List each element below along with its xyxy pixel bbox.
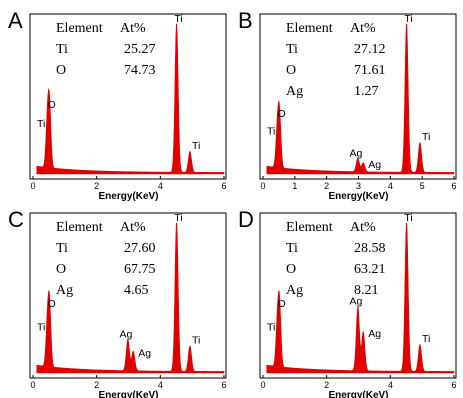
x-tick-label: 4 [158,380,163,390]
peak-label: Ag [349,296,362,308]
table-cell-element: O [286,262,296,277]
table-header-at-percent: At% [120,220,146,235]
peak-label: Ag [349,148,362,160]
x-axis-label: Energy(KeV) [98,191,158,202]
table-cell-element: O [56,262,66,277]
peak-label: Ti [404,13,412,25]
x-tick-label: 0 [260,181,265,191]
peak-label: Ag [138,348,151,360]
table-cell-element: O [286,63,296,78]
x-tick-label: 4 [158,181,163,191]
peak-label: Ti [192,335,200,347]
table-cell-element: Ag [286,84,303,99]
table-cell-value: 8.21 [354,283,379,298]
table-cell-value: 67.75 [124,262,156,277]
eds-panel-b: Ti O Ag Ag Ti Ti 0 1 2 3 4 5 6 Energy(KeV) B Element At%… [230,0,458,202]
table-header-at-percent: At% [350,21,376,36]
x-tick-label: 6 [221,380,226,390]
x-axis-label: Energy(KeV) [328,390,388,398]
table-cell-element: Ti [286,42,298,57]
table-header-element: Element [56,21,103,36]
x-tick-label: 4 [388,181,393,191]
table-cell-value: 1.27 [354,84,379,99]
panel-letter: D [238,207,254,232]
x-axis-label: Energy(KeV) [328,191,388,202]
x-tick-label: 2 [94,380,99,390]
x-tick-label: 0 [30,380,35,390]
peak-label: Ti [192,140,200,152]
x-tick-label: 3 [356,181,361,191]
table-header-at-percent: At% [120,21,146,36]
x-tick-label: 0 [30,181,35,191]
peak-label: Ti [37,322,45,334]
peak-label: Ti [174,212,182,224]
plot-frame [29,212,227,379]
peak-label: O [47,99,55,111]
table-header-element: Element [56,220,103,235]
x-tick-label: 4 [388,380,393,390]
eds-panel-a: Ti O Ti Ti 0 2 4 6 Energy(KeV) A Element At% Ti 25.27… [0,0,228,202]
peak-label: O [277,108,285,120]
table-cell-element: O [56,63,66,78]
plot-frame [259,212,457,379]
peak-label: Ag [119,329,132,341]
table-cell-value: 28.58 [354,241,386,256]
x-tick-label: 0 [260,380,265,390]
x-tick-label: 6 [221,181,226,191]
peak-label: Ti [267,322,275,334]
x-tick-label: 6 [451,181,456,191]
spectrum-area [36,23,225,175]
table-cell-element: Ti [56,241,68,256]
eds-panel-d: Ti O Ag Ag Ti Ti 0 2 4 6 Energy(KeV) D Element At% Ti 2… [230,199,458,398]
peak-label: Ag [368,328,381,340]
table-cell-value: 71.61 [354,63,386,78]
table-cell-element: Ti [286,241,298,256]
panel-letter: B [238,8,253,33]
spectrum-area [266,222,455,374]
panel-letter: A [8,8,23,33]
peak-label: Ti [422,131,430,143]
spectrum-area [266,23,455,175]
x-tick-label: 1 [292,181,297,191]
x-tick-label: 6 [451,380,456,390]
x-tick-label: 2 [324,380,329,390]
table-cell-value: 4.65 [124,283,149,298]
table-header-at-percent: At% [350,220,376,235]
table-cell-value: 74.73 [124,63,156,78]
peak-label: O [47,298,55,310]
peak-label: Ti [267,126,275,138]
table-cell-value: 27.12 [354,42,386,57]
peak-label: Ti [37,118,45,130]
table-header-element: Element [286,21,333,36]
peak-label: Ti [174,13,182,25]
table-cell-value: 63.21 [354,262,386,277]
table-cell-element: Ti [56,42,68,57]
plot-frame [29,13,227,180]
table-header-element: Element [286,220,333,235]
peak-label: Ti [404,212,412,224]
peak-label: Ti [422,333,430,345]
panel-letter: C [8,207,24,232]
x-axis-label: Energy(KeV) [98,390,158,398]
spectrum-area [36,222,225,374]
x-tick-label: 5 [420,181,425,191]
table-cell-element: Ag [286,283,303,298]
peak-label: O [277,298,285,310]
peak-label: Ag [368,159,381,171]
eds-panel-c: Ti O Ag Ag Ti Ti 0 2 4 6 Energy(KeV) C Element At% Ti 2… [0,199,228,398]
table-cell-value: 27.60 [124,241,156,256]
x-tick-label: 2 [94,181,99,191]
x-tick-label: 2 [324,181,329,191]
table-cell-value: 25.27 [124,42,156,57]
table-cell-element: Ag [56,283,73,298]
